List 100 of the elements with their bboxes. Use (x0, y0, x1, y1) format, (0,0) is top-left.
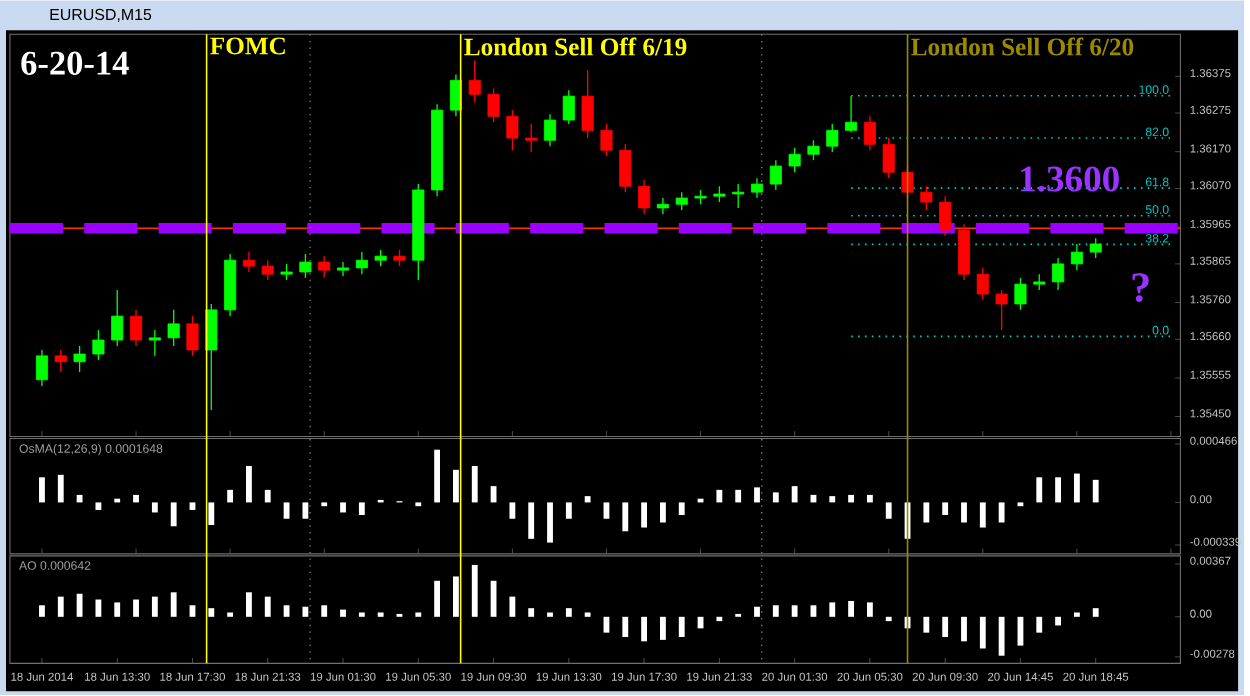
bar (189, 605, 196, 618)
bar (848, 601, 855, 618)
bar (866, 495, 873, 503)
bar (923, 502, 930, 523)
candlestick (675, 191, 688, 212)
candlestick (336, 261, 350, 278)
bar (208, 608, 215, 618)
candlestick (995, 289, 1008, 332)
bar (114, 602, 121, 618)
bar (1055, 617, 1061, 626)
bar (547, 502, 553, 543)
candlestick (449, 74, 462, 118)
bar (659, 617, 666, 641)
bar (151, 597, 158, 618)
candlestick (732, 183, 745, 210)
bar (151, 502, 158, 513)
bar (622, 617, 629, 638)
candlestick (939, 195, 952, 238)
bar (998, 617, 1005, 657)
bar (358, 612, 365, 618)
bar (283, 605, 290, 618)
candlestick (619, 144, 632, 194)
bar (772, 605, 779, 618)
candlestick (487, 88, 500, 124)
bar (641, 502, 648, 528)
bar (942, 617, 949, 638)
bar (76, 594, 83, 618)
bar (584, 496, 591, 503)
bar (1092, 480, 1099, 503)
candlestick (355, 251, 368, 276)
candlestick (863, 116, 876, 152)
bar (415, 612, 422, 618)
bar (735, 490, 742, 503)
bar (942, 502, 949, 516)
candlestick (769, 159, 782, 192)
bar (434, 450, 441, 503)
candlestick (525, 123, 538, 154)
bar (961, 617, 967, 642)
candlestick (882, 137, 895, 180)
candlestick (468, 60, 481, 104)
bar (791, 605, 798, 618)
bar (509, 502, 516, 520)
candlestick (581, 70, 594, 140)
bar (829, 496, 836, 503)
bar (584, 612, 591, 618)
bar (791, 486, 798, 503)
bar (1092, 608, 1099, 618)
bar (340, 502, 346, 513)
bar (95, 599, 102, 618)
bar (39, 605, 45, 618)
candlestick (129, 309, 143, 348)
bar (923, 617, 930, 634)
candlestick (807, 140, 820, 162)
bar (302, 502, 309, 520)
bar (246, 592, 252, 618)
bar (961, 502, 967, 523)
bar (979, 617, 986, 649)
bar (189, 502, 196, 511)
bar (866, 602, 873, 618)
bar (321, 605, 328, 618)
bar (246, 466, 252, 503)
candlestick (750, 177, 764, 200)
bar (57, 475, 64, 503)
bar (133, 599, 139, 618)
candlestick (562, 89, 575, 126)
candlestick (600, 123, 613, 158)
candlestick (506, 109, 519, 152)
bar (998, 502, 1005, 523)
bar (133, 495, 139, 503)
bar (1073, 473, 1080, 503)
candlestick (73, 345, 86, 374)
candlestick (318, 255, 331, 279)
candlestick (1070, 243, 1083, 272)
bar (453, 470, 459, 503)
candlestick (261, 259, 274, 282)
candlestick (167, 309, 180, 348)
bar (377, 612, 384, 618)
bar (848, 495, 855, 503)
bar (678, 617, 685, 638)
annotation: 6-20-14 (21, 52, 129, 76)
bar (57, 597, 64, 618)
candlestick (35, 349, 48, 388)
bar (358, 502, 365, 516)
candlestick (920, 186, 933, 212)
bar (979, 502, 986, 528)
candlestick (186, 315, 199, 357)
bar (1036, 617, 1043, 634)
candlestick (826, 123, 839, 154)
bar (528, 608, 535, 618)
annotation: 1.3600 (1021, 166, 1119, 193)
bar (227, 612, 234, 618)
bar (76, 495, 83, 503)
annotation: ? (1132, 273, 1149, 303)
bar (264, 597, 271, 618)
candlestick (788, 147, 801, 174)
bar (565, 608, 572, 618)
candlestick (845, 95, 858, 134)
candlestick (54, 349, 67, 374)
bar (170, 592, 177, 618)
bar (565, 502, 572, 520)
